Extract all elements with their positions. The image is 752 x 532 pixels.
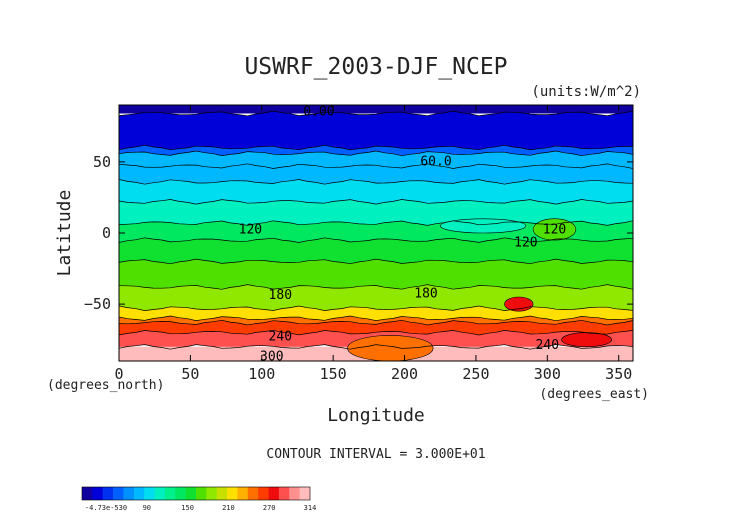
zonal-band: [119, 259, 633, 290]
contour-line: [119, 110, 633, 117]
contour-label: 240: [536, 338, 559, 353]
colorbar-swatch: [237, 487, 249, 500]
colorbar-swatch: [123, 487, 135, 500]
x-tick-label: 300: [534, 365, 561, 383]
contour-label: 180: [269, 288, 292, 303]
y-tick-label: 50: [93, 153, 111, 171]
chart-title: USWRF_2003-DJF_NCEP: [244, 54, 507, 80]
contour-line: [119, 319, 633, 326]
colorbar-swatch: [216, 487, 228, 500]
colorbar-swatch: [206, 487, 218, 500]
zonal-band: [119, 163, 633, 185]
contour-line-layer: [119, 110, 633, 350]
x-tick-label: 0: [114, 365, 123, 383]
y-tick-label: 0: [102, 224, 111, 242]
colorbar-swatch: [133, 487, 145, 500]
x-tick-label: 250: [462, 365, 489, 383]
zonal-band: [119, 320, 633, 335]
contour-line: [119, 329, 633, 336]
x-tick-label: 200: [391, 365, 418, 383]
colorbar: [81, 486, 311, 501]
contour-line: [119, 237, 633, 243]
colorbar-swatch: [102, 487, 114, 500]
contour-line: [119, 315, 633, 322]
contour-line: [119, 258, 633, 265]
contour-label: 240: [269, 329, 292, 344]
colorbar-swatch: [299, 487, 311, 500]
contour-line: [119, 179, 633, 185]
zonal-band: [119, 237, 633, 264]
regional-feature: [561, 332, 612, 348]
contour-label: 120: [239, 223, 262, 238]
regional-feature: [347, 335, 434, 361]
x-axis-title: Longitude: [327, 405, 425, 426]
colorbar-swatch: [113, 487, 124, 500]
contour-line: [119, 163, 633, 169]
colorbar-swatch: [258, 487, 269, 500]
colorbar-label: 210: [222, 504, 235, 512]
contour-label: 0.00: [303, 105, 334, 120]
colorbar-swatch: [144, 487, 155, 500]
contour-line: [119, 220, 633, 226]
zonal-band: [119, 199, 633, 226]
contour-label: 120: [514, 236, 537, 251]
plot-area: 0.00 60.0 120 120 120 180 180 240 240 300: [119, 105, 633, 364]
contour-label: 180: [414, 287, 437, 302]
x-tick-label: 150: [320, 365, 347, 383]
y-axis-title: Latitude: [54, 190, 75, 277]
zonal-band: [119, 284, 633, 311]
contour-line: [119, 344, 633, 350]
zonal-band: [119, 306, 633, 321]
colorbar-label: 270: [263, 504, 276, 512]
contour-interval-note: CONTOUR INTERVAL = 3.000E+01: [266, 447, 485, 462]
units-label: (units:W/m^2): [531, 84, 641, 100]
y-tick-label: −50: [84, 295, 111, 313]
colorbar-swatch: [154, 487, 166, 500]
colorbar-swatch: [185, 487, 197, 500]
y-unit-note: (degrees_north): [47, 378, 164, 393]
x-tick-label: 50: [181, 365, 199, 383]
contour-label: 60.0: [420, 155, 451, 170]
colorbar-swatch: [196, 487, 207, 500]
x-unit-note: (degrees_east): [539, 387, 649, 402]
x-tick-label: 350: [605, 365, 632, 383]
colorbar-swatch: [92, 487, 104, 500]
zonal-band: [119, 105, 633, 114]
zonal-band: [119, 316, 633, 325]
colorbar-label: -4.73e-530: [85, 504, 127, 512]
contour-line: [119, 305, 633, 311]
contour-line: [119, 199, 633, 205]
colorbar-swatch: [289, 487, 300, 500]
zonal-band: [119, 145, 633, 156]
zonal-band: [119, 111, 633, 150]
colorbar-swatch: [278, 487, 290, 500]
colorbar-label: 90: [143, 504, 151, 512]
colorbar-swatch: [82, 487, 93, 500]
colorbar-swatch: [268, 487, 280, 500]
contour-line: [119, 150, 633, 157]
colorbar-label: 314: [304, 504, 317, 512]
contour-line: [119, 284, 633, 290]
zonal-band: [119, 151, 633, 169]
zonal-band: [119, 179, 633, 205]
contour-label-layer: 0.00 60.0 120 120 120 180 180 240 240 300: [239, 105, 567, 364]
colorbar-swatch: [247, 487, 259, 500]
contour-label: 120: [543, 223, 566, 238]
contour-label: 300: [260, 349, 283, 364]
colorbar-label: 150: [181, 504, 194, 512]
colorbar-swatch: [164, 487, 176, 500]
colorbar-swatch: [227, 487, 238, 500]
x-axis: 0 50 100 150 200 250 300 350: [114, 105, 632, 383]
y-axis: −50 0 50: [84, 153, 633, 313]
x-tick-label: 100: [248, 365, 275, 383]
colorbar-swatch: [175, 487, 186, 500]
colorbar-labels: -4.73e-530 90 150 210 270 314: [85, 504, 316, 512]
colorbar-frame: [81, 486, 311, 501]
contour-line: [119, 144, 633, 151]
